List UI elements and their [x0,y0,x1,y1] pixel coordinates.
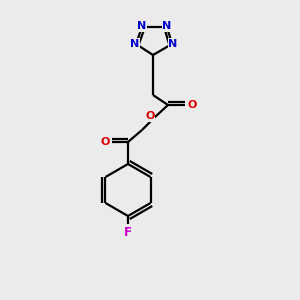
Text: O: O [187,100,197,110]
Text: F: F [124,226,132,239]
Text: N: N [137,21,147,31]
Text: N: N [130,39,140,49]
Text: N: N [162,21,172,31]
Text: O: O [145,111,155,121]
Text: N: N [168,39,178,49]
Text: O: O [100,137,110,147]
